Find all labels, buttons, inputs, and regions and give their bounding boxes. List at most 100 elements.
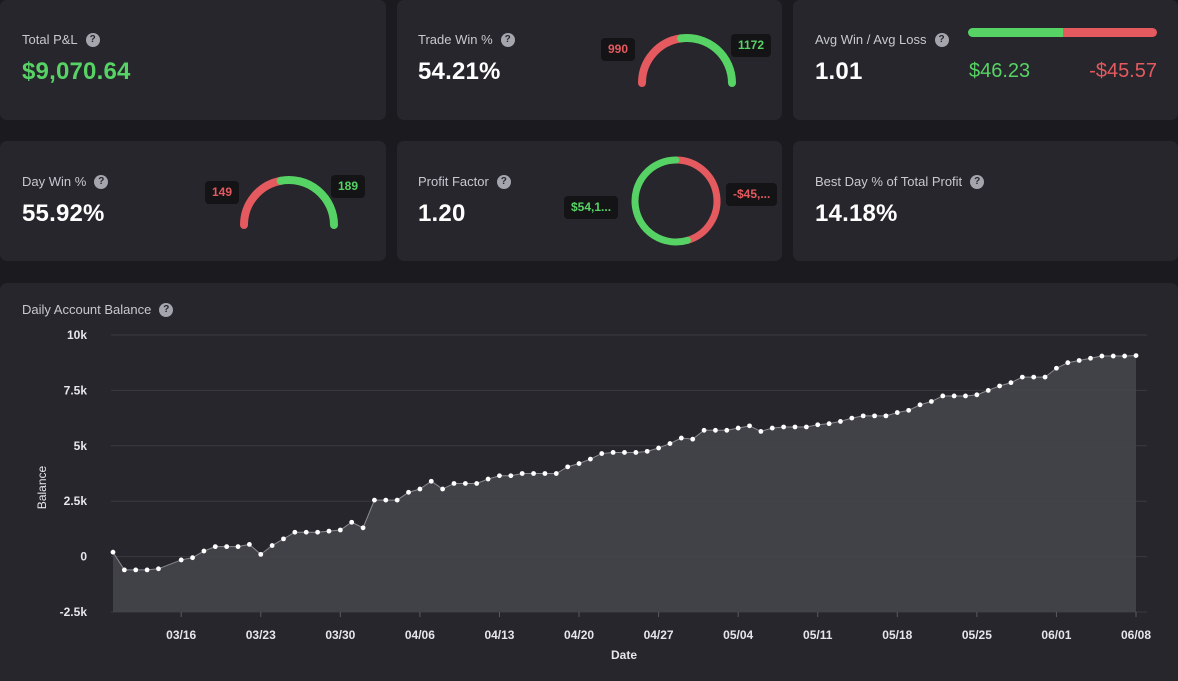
balance-point[interactable] (224, 544, 230, 550)
balance-point[interactable] (178, 557, 184, 563)
balance-point[interactable] (1099, 353, 1105, 359)
balance-point[interactable] (201, 548, 207, 554)
balance-point[interactable] (1122, 353, 1128, 359)
balance-point[interactable] (1088, 355, 1093, 361)
balance-point[interactable] (769, 425, 775, 431)
balance-point[interactable] (872, 413, 877, 419)
balance-point[interactable] (1008, 380, 1014, 386)
balance-point[interactable] (1054, 365, 1059, 371)
balance-point[interactable] (451, 481, 457, 486)
balance-point[interactable] (622, 450, 627, 455)
balance-point[interactable] (849, 415, 855, 421)
balance-point[interactable] (519, 471, 525, 476)
balance-point[interactable] (531, 471, 536, 476)
balance-point[interactable] (1042, 374, 1048, 380)
balance-point[interactable] (372, 497, 377, 503)
balance-point[interactable] (337, 527, 343, 533)
balance-point[interactable] (781, 424, 787, 430)
balance-point[interactable] (474, 481, 480, 486)
balance-point[interactable] (258, 551, 264, 557)
balance-point[interactable] (303, 529, 309, 535)
help-icon[interactable]: ? (496, 174, 511, 189)
balance-point[interactable] (542, 471, 548, 476)
balance-point[interactable] (428, 478, 434, 484)
help-icon[interactable]: ? (94, 174, 109, 189)
balance-point[interactable] (235, 544, 241, 550)
balance-point[interactable] (394, 497, 400, 503)
balance-point[interactable] (894, 410, 900, 415)
balance-point[interactable] (678, 435, 684, 441)
balance-point[interactable] (667, 441, 673, 446)
balance-point[interactable] (963, 393, 968, 399)
x-tick-label: 04/13 (484, 628, 514, 642)
balance-point[interactable] (1065, 360, 1071, 366)
balance-point[interactable] (974, 392, 980, 398)
balance-point[interactable] (860, 413, 866, 419)
balance-point[interactable] (1076, 358, 1082, 363)
help-icon[interactable]: ? (159, 302, 174, 317)
balance-point[interactable] (508, 473, 514, 479)
balance-point[interactable] (110, 549, 116, 555)
balance-point[interactable] (985, 388, 991, 393)
balance-point[interactable] (440, 486, 446, 492)
balance-point[interactable] (633, 450, 639, 455)
balance-point[interactable] (758, 428, 764, 434)
balance-point[interactable] (792, 424, 798, 430)
balance-point[interactable] (292, 529, 298, 535)
trade-win-gauge (638, 34, 736, 87)
balance-point[interactable] (349, 519, 355, 525)
balance-point[interactable] (1031, 374, 1037, 380)
balance-point[interactable] (462, 481, 468, 486)
balance-point[interactable] (906, 407, 912, 413)
balance-point[interactable] (144, 567, 150, 573)
balance-point[interactable] (417, 486, 423, 492)
balance-point[interactable] (485, 476, 491, 482)
balance-point[interactable] (156, 566, 161, 572)
balance-point[interactable] (281, 536, 286, 542)
balance-point[interactable] (1133, 353, 1139, 359)
balance-point[interactable] (326, 528, 332, 534)
balance-point[interactable] (1110, 353, 1116, 359)
help-icon[interactable]: ? (970, 174, 985, 189)
balance-point[interactable] (644, 448, 650, 454)
balance-point[interactable] (133, 567, 139, 573)
balance-point[interactable] (406, 489, 411, 495)
balance-point[interactable] (315, 529, 320, 535)
balance-point[interactable] (917, 402, 923, 408)
balance-point[interactable] (838, 419, 843, 424)
balance-point[interactable] (565, 464, 571, 470)
balance-point[interactable] (803, 424, 809, 430)
balance-point[interactable] (576, 461, 582, 466)
balance-point[interactable] (121, 567, 127, 573)
best-day-label-row: Best Day % of Total Profit ? (815, 174, 985, 189)
balance-point[interactable] (588, 456, 593, 462)
balance-point[interactable] (383, 497, 389, 503)
help-icon[interactable]: ? (500, 32, 515, 47)
balance-point[interactable] (599, 451, 605, 456)
balance-point[interactable] (815, 422, 821, 428)
balance-point[interactable] (497, 473, 502, 479)
help-icon[interactable]: ? (85, 32, 100, 47)
balance-point[interactable] (747, 423, 752, 429)
balance-point[interactable] (610, 450, 616, 455)
help-icon[interactable]: ? (934, 32, 949, 47)
balance-point[interactable] (212, 544, 218, 550)
balance-point[interactable] (247, 542, 252, 547)
balance-point[interactable] (269, 543, 275, 548)
balance-point[interactable] (724, 427, 730, 433)
balance-point[interactable] (997, 383, 1002, 389)
balance-point[interactable] (553, 471, 559, 476)
balance-point[interactable] (690, 436, 696, 442)
balance-point[interactable] (701, 427, 707, 433)
balance-point[interactable] (190, 555, 195, 561)
balance-point[interactable] (1019, 374, 1025, 380)
balance-point[interactable] (826, 421, 832, 427)
balance-point[interactable] (713, 427, 718, 433)
balance-point[interactable] (929, 399, 934, 404)
balance-point[interactable] (656, 445, 661, 451)
balance-point[interactable] (940, 393, 946, 399)
balance-point[interactable] (951, 393, 957, 399)
balance-point[interactable] (735, 425, 741, 431)
balance-point[interactable] (360, 525, 366, 531)
balance-point[interactable] (883, 413, 889, 419)
